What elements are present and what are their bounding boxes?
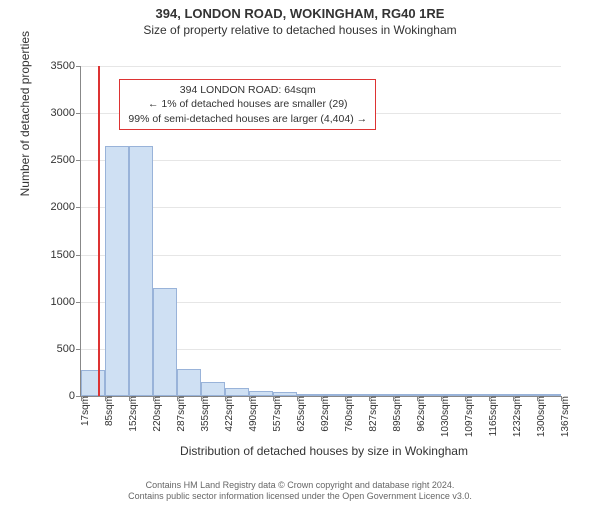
xtick-label: 1367sqm: [560, 396, 571, 437]
xtick-label: 1300sqm: [536, 396, 547, 437]
property-marker-line: [98, 66, 100, 396]
chart: Number of detached properties 0500100015…: [48, 56, 568, 436]
title-block: 394, LONDON ROAD, WOKINGHAM, RG40 1RE Si…: [0, 6, 600, 37]
ytick-label: 500: [57, 343, 75, 355]
ytick-mark: [76, 160, 81, 161]
ytick-label: 1500: [51, 249, 75, 261]
annotation-line: ← 1% of detached houses are smaller (29): [128, 97, 367, 111]
ytick-label: 1000: [51, 296, 75, 308]
xtick-label: 625sqm: [296, 396, 307, 432]
annotation-line: 99% of semi-detached houses are larger (…: [128, 112, 367, 126]
histogram-bar: [225, 388, 249, 396]
xtick-label: 490sqm: [248, 396, 259, 432]
xtick-label: 220sqm: [152, 396, 163, 432]
xtick-label: 287sqm: [176, 396, 187, 432]
gridline: [81, 207, 561, 208]
xtick-label: 1030sqm: [440, 396, 451, 437]
gridline: [81, 160, 561, 161]
xtick-label: 85sqm: [104, 396, 115, 426]
ytick-mark: [76, 302, 81, 303]
ytick-mark: [76, 255, 81, 256]
histogram-bar: [129, 146, 153, 396]
footer: Contains HM Land Registry data © Crown c…: [0, 480, 600, 503]
annotation-box: 394 LONDON ROAD: 64sqm← 1% of detached h…: [119, 79, 376, 130]
histogram-bar: [201, 382, 225, 396]
gridline: [81, 255, 561, 256]
xtick-label: 895sqm: [392, 396, 403, 432]
footer-line-1: Contains HM Land Registry data © Crown c…: [0, 480, 600, 491]
xtick-label: 760sqm: [344, 396, 355, 432]
xtick-label: 692sqm: [320, 396, 331, 432]
xtick-label: 1097sqm: [464, 396, 475, 437]
xtick-label: 152sqm: [128, 396, 139, 432]
xtick-label: 355sqm: [200, 396, 211, 432]
xtick-label: 1232sqm: [512, 396, 523, 437]
gridline: [81, 66, 561, 67]
ytick-label: 3000: [51, 107, 75, 119]
xtick-label: 557sqm: [272, 396, 283, 432]
ytick-mark: [76, 66, 81, 67]
subtitle: Size of property relative to detached ho…: [0, 23, 600, 37]
main-title: 394, LONDON ROAD, WOKINGHAM, RG40 1RE: [0, 6, 600, 21]
ytick-label: 2500: [51, 154, 75, 166]
ytick-label: 0: [69, 390, 75, 402]
ytick-mark: [76, 113, 81, 114]
histogram-bar: [105, 146, 129, 396]
ytick-label: 3500: [51, 60, 75, 72]
annotation-line: 394 LONDON ROAD: 64sqm: [128, 83, 367, 97]
ytick-mark: [76, 207, 81, 208]
xtick-label: 422sqm: [224, 396, 235, 432]
ytick-mark: [76, 349, 81, 350]
histogram-bar: [153, 288, 177, 396]
xtick-label: 962sqm: [416, 396, 427, 432]
ytick-label: 2000: [51, 201, 75, 213]
plot-area: 050010001500200025003000350017sqm85sqm15…: [80, 66, 561, 397]
y-axis-label: Number of detached properties: [18, 31, 32, 196]
histogram-bar: [81, 370, 105, 396]
xtick-label: 17sqm: [80, 396, 91, 426]
xtick-label: 827sqm: [368, 396, 379, 432]
histogram-bar: [177, 369, 201, 396]
footer-line-2: Contains public sector information licen…: [0, 491, 600, 502]
xtick-label: 1165sqm: [488, 396, 499, 436]
